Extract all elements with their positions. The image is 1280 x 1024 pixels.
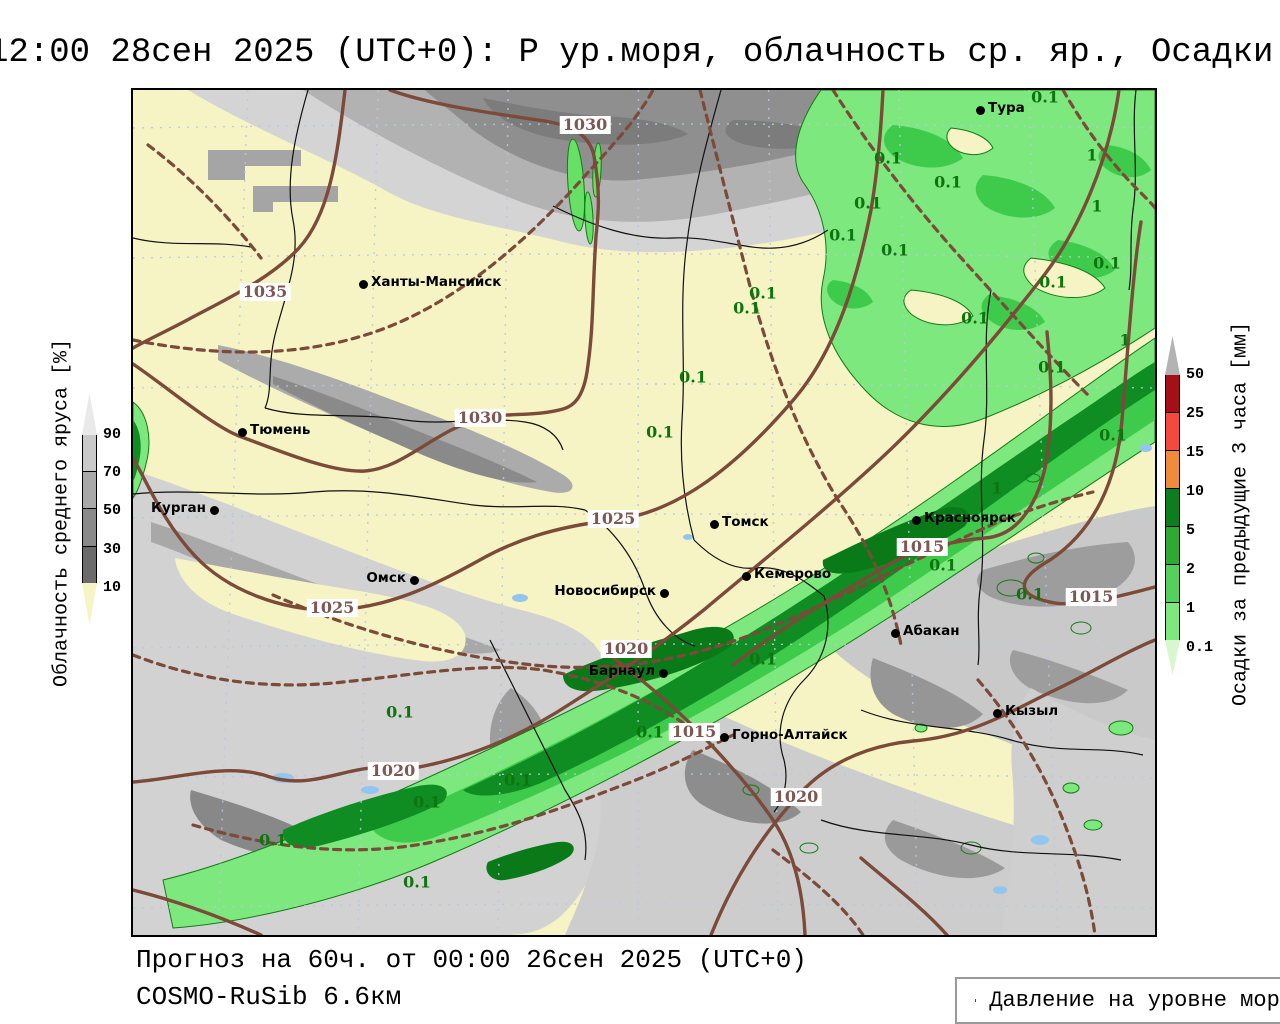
cloud-colorbar [82,393,97,625]
cloud-colorbar-tick: 50 [103,502,122,519]
precip-colorbar [1165,336,1180,675]
map-canvas [133,90,1155,935]
precip-colorbar-tick: 5 [1186,522,1196,539]
precip-colorbar-segment [1165,336,1180,375]
isobars-solid-layer [133,90,1155,935]
precip-colorbar-tick: 2 [1186,561,1196,578]
precip-colorbar-tick: 1 [1186,600,1196,617]
precip-colorbar-tick: 15 [1186,444,1205,461]
precipitation-layer [133,90,1155,929]
cloud-colorbar-segment [82,546,97,584]
precip-colorbar-segment [1165,488,1180,527]
precip-colorbar-segment [1165,374,1180,413]
precip-colorbar-segment [1165,602,1180,641]
page-title: 12:00 28сен 2025 (UTC+0): P ур.моря, обл… [0,34,1274,72]
precip-colorbar-segment [1165,526,1180,565]
precip-colorbar-segment [1165,450,1180,489]
cloud-colorbar-segment [82,583,97,625]
precip-colorbar-tick: 0.1 [1186,639,1214,656]
cloud-colorbar-tick: 10 [103,579,122,596]
cloud-colorbar-tick: 90 [103,426,122,443]
cloud-colorbar-title: Облачность среднего яруса [%] [50,338,74,688]
forecast-info-line: Прогноз на 60ч. от 00:00 26сен 2025 (UTC… [136,945,807,975]
precip-colorbar-segment [1165,412,1180,451]
cloud-colorbar-segment [82,434,97,472]
cloud-colorbar-tick: 30 [103,541,122,558]
footer: Прогноз на 60ч. от 00:00 26сен 2025 (UTC… [136,942,807,1016]
isobars-dashed-layer [133,90,1155,935]
precip-colorbar-title: Осадки за предыдущие 3 часа [мм] [1229,321,1253,707]
precip-colorbar-segment [1165,640,1180,675]
forecast-map: 0.1 0.1 1 0.1 0.1 1 0.1 0.1 0.1 0.1 0.1 0.1 0.1 1 0.1 0… [131,88,1157,937]
model-info-line: COSMO-RuSib 6.6км [136,982,402,1012]
admin-borders-layer [133,90,1144,861]
precip-colorbar-tick: 50 [1186,366,1205,383]
cloud-colorbar-segment [82,508,97,547]
cloud-colorbar-segment [82,393,97,435]
cloud-colorbar-tick: 70 [103,464,122,481]
cloud-colorbar-segment [82,471,97,509]
precip-colorbar-tick: 10 [1186,483,1205,500]
pressure-legend-label: Давление на уровне моря [989,988,1280,1013]
pressure-legend: Давление на уровне моря [955,977,1280,1024]
precip-colorbar-tick: 25 [1186,405,1205,422]
precip-colorbar-segment [1165,564,1180,603]
